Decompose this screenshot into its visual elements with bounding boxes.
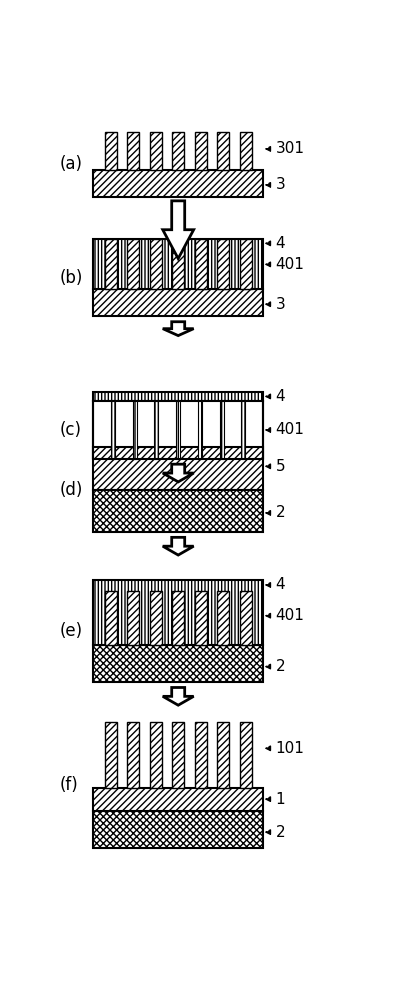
Bar xyxy=(198,401,202,459)
Bar xyxy=(239,132,252,170)
Bar xyxy=(111,401,115,459)
Bar xyxy=(150,239,162,289)
Bar xyxy=(150,591,162,645)
Polygon shape xyxy=(163,322,194,336)
Text: 2: 2 xyxy=(266,505,285,520)
Bar xyxy=(93,490,263,532)
Text: (b): (b) xyxy=(59,269,83,287)
Text: 4: 4 xyxy=(266,577,285,592)
Text: (a): (a) xyxy=(59,155,82,173)
Text: 3: 3 xyxy=(266,177,285,192)
Polygon shape xyxy=(163,464,194,482)
Text: 2: 2 xyxy=(266,825,285,840)
Bar xyxy=(105,591,117,645)
Bar xyxy=(239,591,252,645)
Bar xyxy=(195,591,207,645)
Polygon shape xyxy=(163,201,194,259)
Text: 401: 401 xyxy=(266,257,304,272)
Bar xyxy=(127,132,139,170)
Bar xyxy=(93,645,263,682)
Text: 5: 5 xyxy=(266,459,285,474)
Bar xyxy=(105,132,117,170)
Bar xyxy=(217,239,229,289)
Bar xyxy=(93,239,263,289)
Bar xyxy=(172,239,184,289)
Bar xyxy=(133,401,137,459)
Text: 1: 1 xyxy=(266,792,285,807)
Bar xyxy=(217,591,229,645)
Bar xyxy=(239,722,252,788)
Text: (c): (c) xyxy=(59,421,81,439)
Bar xyxy=(93,447,263,490)
Text: 401: 401 xyxy=(266,608,304,623)
Bar xyxy=(93,392,263,401)
Bar xyxy=(105,722,117,788)
Text: 4: 4 xyxy=(266,389,285,404)
Bar xyxy=(176,401,180,459)
Bar xyxy=(93,289,263,316)
Bar xyxy=(241,401,245,459)
Bar xyxy=(127,591,139,645)
Text: (f): (f) xyxy=(59,776,78,794)
Text: 3: 3 xyxy=(266,297,285,312)
Bar xyxy=(105,239,117,289)
Polygon shape xyxy=(163,687,194,705)
Bar xyxy=(195,239,207,289)
Bar xyxy=(93,401,263,459)
Text: (e): (e) xyxy=(59,622,82,640)
Bar xyxy=(239,239,252,289)
Bar xyxy=(172,591,184,645)
Text: (d): (d) xyxy=(59,481,83,499)
Polygon shape xyxy=(163,537,194,555)
Bar xyxy=(150,722,162,788)
Bar xyxy=(195,722,207,788)
Bar xyxy=(93,788,263,811)
Bar xyxy=(217,722,229,788)
Bar xyxy=(154,401,158,459)
Bar xyxy=(93,811,263,848)
Bar xyxy=(150,132,162,170)
Bar xyxy=(220,401,224,459)
Bar xyxy=(217,132,229,170)
Text: 301: 301 xyxy=(266,141,304,156)
Bar xyxy=(172,722,184,788)
Bar xyxy=(127,722,139,788)
Bar xyxy=(195,132,207,170)
Bar xyxy=(127,239,139,289)
Bar xyxy=(172,132,184,170)
Bar xyxy=(93,170,263,197)
Text: 101: 101 xyxy=(266,741,304,756)
Text: 401: 401 xyxy=(266,422,304,437)
Text: 2: 2 xyxy=(266,659,285,674)
Text: 4: 4 xyxy=(266,236,285,251)
Bar xyxy=(93,580,263,645)
